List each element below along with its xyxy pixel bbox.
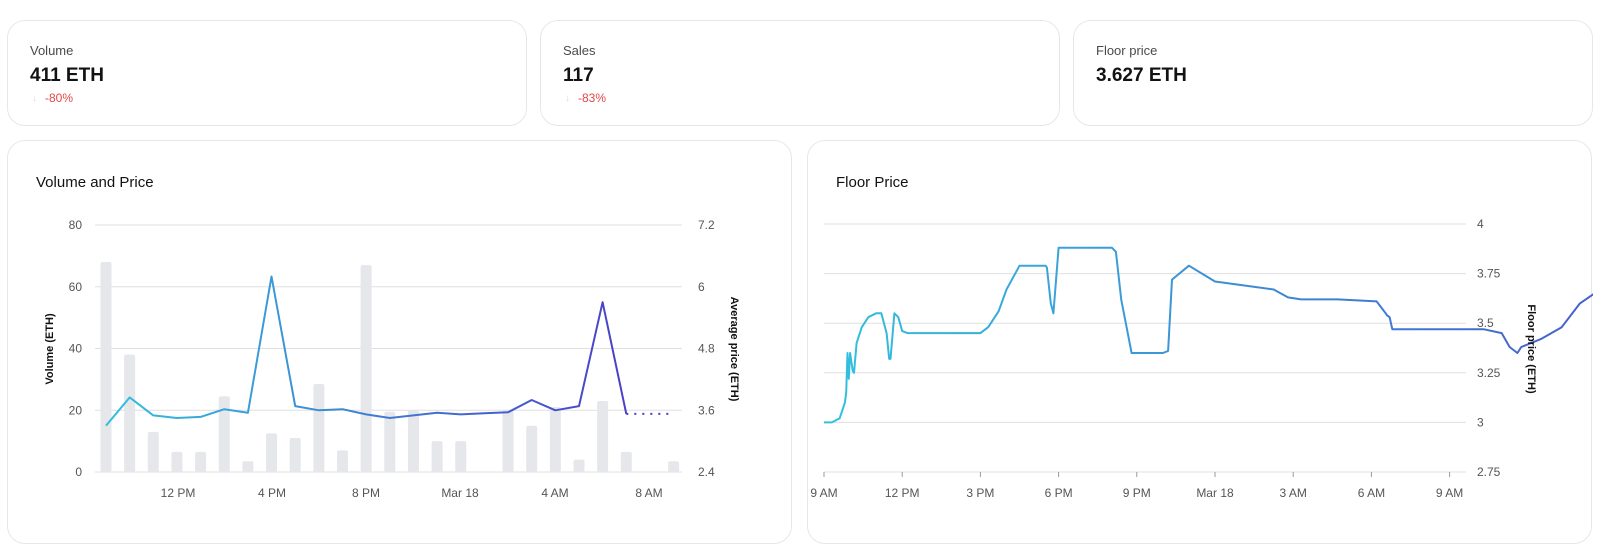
volume-bar [337,450,348,472]
volume-label: Volume [30,43,74,58]
volume-bar [242,461,254,472]
y2-tick-label: 7.2 [698,218,715,232]
y-tick-label: 80 [69,218,83,232]
volume-bar [455,441,467,472]
y2-tick-label: 6 [698,280,705,294]
arrow-down-icon: ↓ [32,92,37,104]
x-tick-label: 12 PM [885,486,920,500]
volume-bar [502,410,514,472]
y2-axis-label: Average price (ETH) [728,297,740,402]
y-axis-label: Volume (ETH) [44,313,56,385]
y-axis-label: Floor price (ETH) [1525,304,1537,394]
volume-bar [147,431,159,472]
volume-bar [218,396,230,472]
y-tick-label: 40 [69,342,83,356]
volume-bar [597,400,609,472]
x-tick-label: Mar 18 [1196,486,1234,500]
volume-bar [313,384,325,472]
volume-bar [549,407,561,472]
x-tick-label: 3 PM [966,486,994,500]
volume-bar [431,441,443,472]
volume-stat-card: Volume 411 ETH ↓ -80% [7,20,527,126]
arrow-down-icon: ↓ [565,92,570,104]
y-tick-label: 3 [1477,415,1484,429]
sales-change-text: -83% [578,91,607,105]
chart-title: Floor Price [836,174,909,191]
volume-bar [384,411,396,472]
y2-tick-label: 2.4 [698,465,715,479]
floor-price-value: 3.627 ETH [1096,65,1187,86]
volume-value: 411 ETH [30,65,104,86]
x-tick-label: 4 AM [541,486,568,500]
volume-bar [100,262,112,472]
volume-price-chart: 0 20 40 60 80 2.4 3.6 4.8 6 7.2 12 PM 4 PM 8 PM Mar 1… [44,218,740,500]
y-tick-label: 3.25 [1477,366,1501,380]
x-tick-label: 9 AM [810,486,837,500]
volume-bar [668,461,680,472]
volume-bar [573,459,585,472]
sales-label: Sales [563,43,596,58]
volume-bar [407,410,419,472]
volume-bar [526,425,538,472]
x-tick-label: 6 AM [1358,486,1385,500]
floor-price-label: Floor price [1096,43,1158,58]
chart-title: Volume and Price [36,174,154,191]
volume-bar [195,451,207,472]
volume-bar [266,433,278,472]
y-tick-label: 3.5 [1477,316,1494,330]
volume-change-text: -80% [45,91,74,105]
x-tick-label: 8 AM [635,486,662,500]
sales-stat-card: Sales 117 ↓ -83% [540,20,1060,126]
x-tick-label: Mar 18 [441,486,479,500]
volume-bar [620,451,632,472]
volume-change: ↓ -80% [30,91,73,105]
x-tick-label: 9 AM [1436,486,1463,500]
y-tick-label: 0 [75,465,82,479]
x-tick-label: 12 PM [161,486,196,500]
x-tick-label: 8 PM [352,486,380,500]
x-tick-label: 6 PM [1045,486,1073,500]
floor-price-stat-card: Floor price 3.627 ETH [1073,20,1593,126]
y2-tick-label: 3.6 [698,403,715,417]
y2-tick-label: 4.8 [698,342,715,356]
x-tick-label: 4 PM [258,486,286,500]
y-tick-label: 4 [1477,217,1484,231]
volume-bar [360,265,372,472]
floor-price-chart-card: Floor Price 2.75 3 3.25 3.5 3.75 4 9 AM 12 PM 3 … [807,140,1593,544]
x-tick-label: 3 AM [1280,486,1307,500]
x-tick-label: 9 PM [1123,486,1151,500]
volume-price-chart-card: Volume and Price 0 20 40 60 80 2.4 3.6 4.8 6 7.2 1… [7,140,792,544]
sales-change: ↓ -83% [563,91,606,105]
y-tick-label: 60 [69,280,83,294]
avg-price-line [105,275,628,427]
floor-price-chart: 2.75 3 3.25 3.5 3.75 4 9 AM 12 PM 3 PM 6 PM 9 PM Ma… [810,217,1593,500]
sales-value: 117 [563,65,594,86]
volume-bar [171,451,183,472]
floor-price-line [824,246,1593,424]
y-tick-label: 2.75 [1477,465,1501,479]
y-tick-label: 20 [69,403,83,417]
volume-bar [124,354,136,472]
volume-bar [289,438,301,472]
y-tick-label: 3.75 [1477,267,1501,281]
